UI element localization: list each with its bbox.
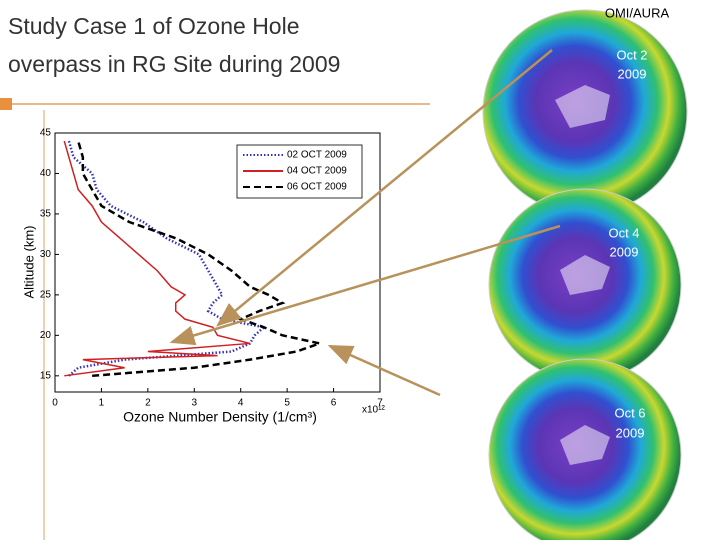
y-axis-label: Altitude (km) <box>21 226 36 299</box>
title-line: overpass in RG Site during 2009 <box>8 51 340 77</box>
x-multiplier: x10¹² <box>362 405 385 416</box>
continent <box>560 425 610 465</box>
x-tick-label: 7 <box>377 398 383 409</box>
y-tick-label: 25 <box>40 290 52 301</box>
arrow <box>327 344 441 397</box>
x-axis-label: Ozone Number Density (1/cm³) <box>123 409 317 425</box>
y-tick-label: 30 <box>40 249 52 260</box>
y-tick-label: 45 <box>40 128 52 139</box>
source-label: OMI/AURA <box>605 5 670 20</box>
legend-label: 06 OCT 2009 <box>287 182 347 193</box>
x-tick-label: 2 <box>145 398 151 409</box>
profile-line <box>63 140 251 377</box>
x-tick-label: 5 <box>284 398 290 409</box>
bullet-square <box>0 98 12 110</box>
continent <box>560 255 610 295</box>
legend-label: 02 OCT 2009 <box>287 150 347 161</box>
title-line: Study Case 1 of Ozone Hole <box>8 13 300 39</box>
panel-year: 2009 <box>618 66 647 81</box>
arrow <box>216 49 553 327</box>
panel-year: 2009 <box>610 244 639 259</box>
arrows <box>169 49 561 397</box>
x-tick-label: 3 <box>192 398 198 409</box>
panel-date: Oct 6 <box>614 405 645 420</box>
globes <box>482 9 688 545</box>
y-tick-label: 35 <box>40 209 52 220</box>
panel-date: Oct 4 <box>608 225 639 240</box>
panel-year: 2009 <box>616 425 645 440</box>
panel-date: Oct 2 <box>616 47 647 62</box>
x-tick-label: 6 <box>331 398 337 409</box>
y-tick-label: 15 <box>40 370 52 381</box>
x-tick-label: 4 <box>238 398 244 409</box>
x-tick-label: 0 <box>52 398 58 409</box>
profile-line <box>77 140 325 378</box>
x-tick-label: 1 <box>99 398 105 409</box>
continent <box>555 85 610 128</box>
y-tick-label: 20 <box>40 330 52 341</box>
arrow <box>169 224 561 346</box>
y-tick-label: 40 <box>40 168 52 179</box>
legend-label: 04 OCT 2009 <box>287 166 347 177</box>
